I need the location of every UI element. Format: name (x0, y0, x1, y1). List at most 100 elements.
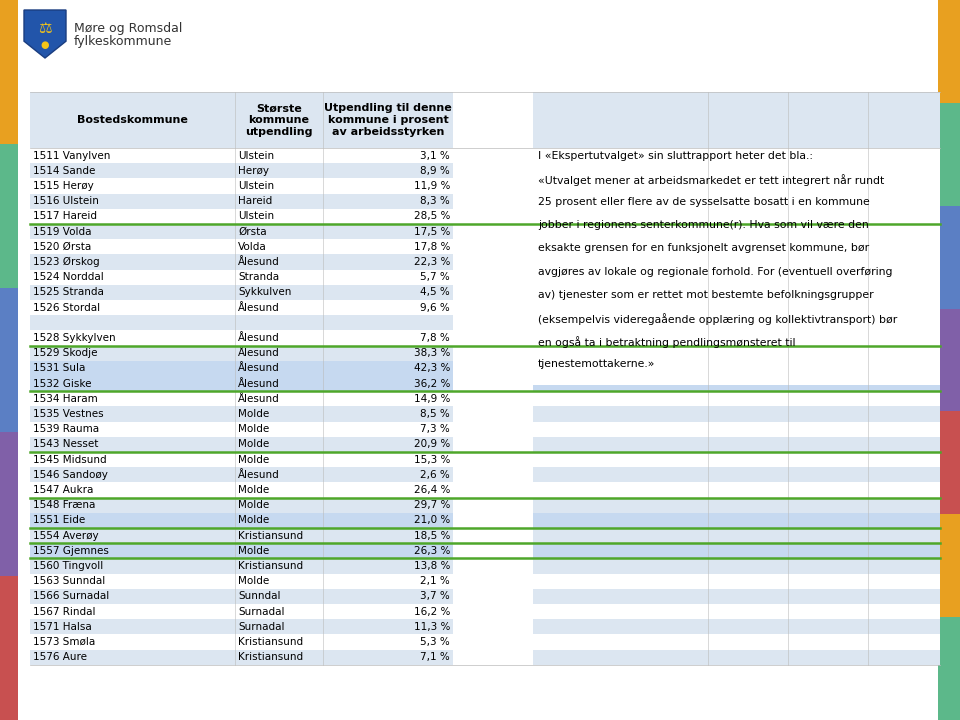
Text: 1529 Skodje: 1529 Skodje (33, 348, 98, 359)
Bar (30, 528, 453, 543)
Text: Molde: Molde (238, 424, 269, 434)
Bar (533, 163, 940, 179)
Text: ⚖: ⚖ (38, 21, 52, 36)
Text: 1576 Aure: 1576 Aure (33, 652, 87, 662)
Bar (30, 194, 453, 209)
Bar (533, 452, 940, 467)
Text: 15,3 %: 15,3 % (414, 454, 450, 464)
Bar (0, 576, 18, 720)
Text: ●: ● (40, 40, 49, 50)
Bar (533, 300, 940, 315)
Bar (30, 452, 453, 467)
Bar (938, 309, 960, 411)
Bar (533, 269, 940, 285)
Bar (30, 391, 453, 406)
Bar (30, 179, 453, 194)
Bar (30, 543, 453, 559)
Bar (533, 634, 940, 649)
Text: Ålesund: Ålesund (238, 394, 279, 404)
Bar (30, 649, 453, 665)
Text: 1560 Tingvoll: 1560 Tingvoll (33, 561, 104, 571)
Text: 1534 Haram: 1534 Haram (33, 394, 98, 404)
Bar (30, 376, 453, 391)
Bar (533, 315, 940, 330)
Text: 7,1 %: 7,1 % (420, 652, 450, 662)
Text: 8,9 %: 8,9 % (420, 166, 450, 176)
Bar (938, 206, 960, 309)
Text: Molde: Molde (238, 576, 269, 586)
Bar (30, 285, 453, 300)
Bar (533, 498, 940, 513)
Text: 1519 Volda: 1519 Volda (33, 227, 91, 237)
Bar (938, 0, 960, 103)
Text: av) tjenester som er rettet mot bestemte befolkningsgrupper: av) tjenester som er rettet mot bestemte… (538, 289, 874, 300)
Text: 1514 Sande: 1514 Sande (33, 166, 95, 176)
Text: Kristiansund: Kristiansund (238, 531, 303, 541)
Bar (533, 559, 940, 574)
Bar (0, 144, 18, 288)
Text: 1526 Stordal: 1526 Stordal (33, 302, 100, 312)
Text: 1546 Sandoøy: 1546 Sandoøy (33, 470, 108, 480)
Bar (30, 239, 453, 254)
Bar (533, 194, 940, 209)
Text: avgjøres av lokale og regionale forhold. For (eventuell overføring: avgjøres av lokale og regionale forhold.… (538, 266, 893, 276)
Text: 3,7 %: 3,7 % (420, 591, 450, 601)
Bar (30, 148, 453, 163)
Bar (30, 209, 453, 224)
Text: 5,7 %: 5,7 % (420, 272, 450, 282)
Text: 1539 Rauma: 1539 Rauma (33, 424, 99, 434)
Text: 21,0 %: 21,0 % (414, 516, 450, 526)
Text: 1528 Sykkylven: 1528 Sykkylven (33, 333, 115, 343)
Text: Herøy: Herøy (238, 166, 269, 176)
Text: 1535 Vestnes: 1535 Vestnes (33, 409, 104, 419)
Text: Stranda: Stranda (238, 272, 279, 282)
Bar (30, 92, 453, 148)
Bar (533, 467, 940, 482)
Text: 8,5 %: 8,5 % (420, 409, 450, 419)
Text: 8,3 %: 8,3 % (420, 197, 450, 206)
Bar (30, 634, 453, 649)
Text: 17,5 %: 17,5 % (414, 227, 450, 237)
Text: 1511 Vanylven: 1511 Vanylven (33, 150, 110, 161)
Text: 1515 Herøy: 1515 Herøy (33, 181, 94, 191)
Text: Surnadal: Surnadal (238, 606, 284, 616)
Bar (0, 288, 18, 432)
Text: 1567 Rindal: 1567 Rindal (33, 606, 95, 616)
Text: 11,3 %: 11,3 % (414, 622, 450, 632)
Bar (30, 269, 453, 285)
Text: Bostedskommune: Bostedskommune (77, 115, 188, 125)
Text: 28,5 %: 28,5 % (414, 212, 450, 222)
Bar (30, 589, 453, 604)
Text: Molde: Molde (238, 516, 269, 526)
Text: 1525 Stranda: 1525 Stranda (33, 287, 104, 297)
Bar (938, 411, 960, 514)
Text: 38,3 %: 38,3 % (414, 348, 450, 359)
Text: 20,9 %: 20,9 % (414, 439, 450, 449)
Bar (533, 406, 940, 422)
Text: Ålesund: Ålesund (238, 379, 279, 389)
Bar (30, 467, 453, 482)
Text: 25 prosent eller flere av de sysselsatte bosatt i en kommune: 25 prosent eller flere av de sysselsatte… (538, 197, 870, 207)
Text: 1573 Smøla: 1573 Smøla (33, 637, 95, 647)
Text: fylkeskommune: fylkeskommune (74, 35, 172, 48)
Bar (30, 422, 453, 437)
Text: 1531 Sula: 1531 Sula (33, 364, 85, 374)
Text: Største
kommune
utpendling: Største kommune utpendling (245, 104, 313, 137)
Bar (533, 224, 940, 239)
Text: tjenestemottakerne.»: tjenestemottakerne.» (538, 359, 656, 369)
Text: 7,3 %: 7,3 % (420, 424, 450, 434)
Text: 42,3 %: 42,3 % (414, 364, 450, 374)
PathPatch shape (24, 10, 66, 58)
Bar (30, 254, 453, 269)
Bar (30, 604, 453, 619)
Text: Ålesund: Ålesund (238, 333, 279, 343)
Bar (30, 619, 453, 634)
Text: 29,7 %: 29,7 % (414, 500, 450, 510)
Bar (30, 482, 453, 498)
Text: Ålesund: Ålesund (238, 302, 279, 312)
Text: Hareid: Hareid (238, 197, 273, 206)
Text: Ulstein: Ulstein (238, 181, 275, 191)
Bar (30, 513, 453, 528)
Bar (533, 649, 940, 665)
Text: 1516 Ulstein: 1516 Ulstein (33, 197, 99, 206)
